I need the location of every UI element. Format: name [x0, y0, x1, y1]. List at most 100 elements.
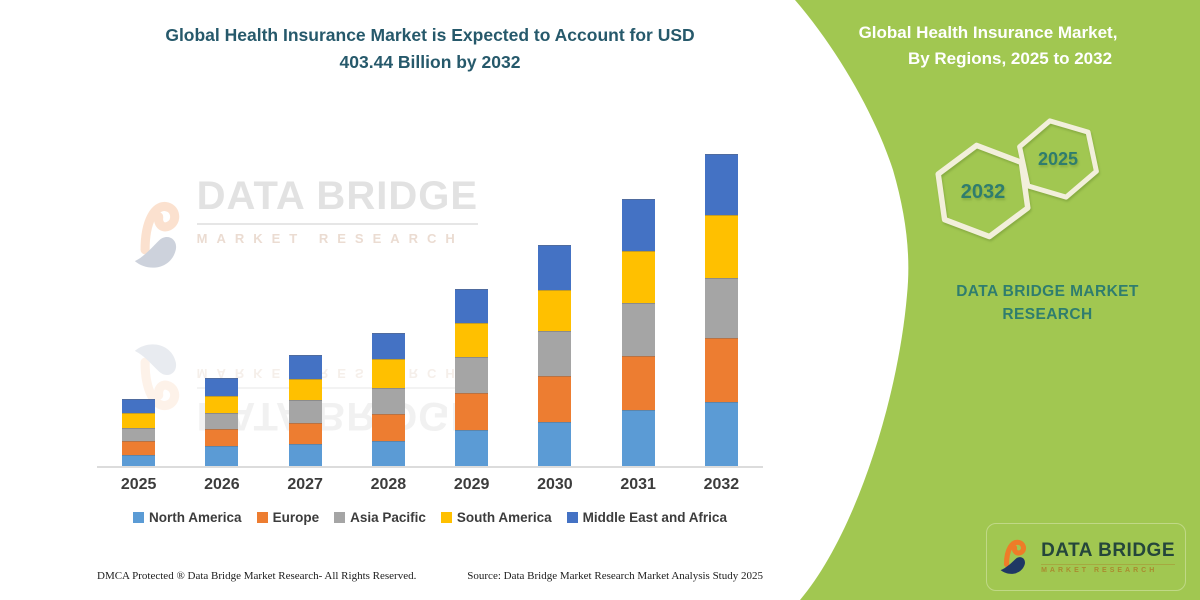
hexagon-2025 [1017, 118, 1099, 200]
legend-swatch [566, 512, 578, 523]
bar-segment-2029-south-america[interactable] [455, 322, 489, 357]
x-axis-label-2032: 2032 [703, 476, 740, 493]
bar-segment-2032-middle-east-and-africa[interactable] [704, 154, 738, 216]
bar-segment-2025-south-america[interactable] [122, 413, 156, 429]
bar-column-2028 [347, 150, 430, 466]
legend-item-middle-east-and-africa[interactable]: Middle East and Africa [566, 510, 727, 525]
bar-segment-2031-asia-pacific[interactable] [621, 302, 655, 357]
x-axis-labels: 2025 2026 2027 2028 2029 2030 2031 2032 [97, 476, 763, 494]
bar-segment-2030-north-america[interactable] [538, 421, 572, 466]
bar-segment-2028-north-america[interactable] [371, 441, 405, 466]
hexagon-2032-label: 2032 [961, 181, 1006, 203]
stacked-bar-2031[interactable] [621, 199, 655, 466]
data-bridge-logo-icon [1000, 539, 1027, 574]
bar-segment-2028-europe[interactable] [371, 414, 405, 442]
bar-segment-2030-middle-east-and-africa[interactable] [538, 244, 572, 291]
stacked-bar-2032[interactable] [704, 154, 738, 466]
bar-column-2026 [180, 150, 263, 466]
chart-title-line2: 403.44 Billion by 2032 [339, 52, 521, 73]
legend-label: Asia Pacific [350, 510, 426, 525]
bar-segment-2025-europe[interactable] [122, 440, 156, 456]
stacked-bar-2025[interactable] [122, 398, 156, 466]
bar-segment-2029-north-america[interactable] [455, 429, 489, 466]
legend-item-south-america[interactable]: South America [440, 510, 552, 525]
bar-segment-2026-middle-east-and-africa[interactable] [205, 377, 239, 396]
bar-segment-2028-asia-pacific[interactable] [371, 387, 405, 415]
bar-segment-2032-north-america[interactable] [704, 402, 738, 466]
bar-segment-2025-asia-pacific[interactable] [122, 428, 156, 441]
bar-segment-2032-europe[interactable] [704, 338, 738, 403]
legend: North America Europe Asia Pacific South Ame… [60, 510, 800, 525]
stacked-bar-2030[interactable] [538, 244, 572, 466]
bar-segment-2028-south-america[interactable] [371, 359, 405, 388]
bar-segment-2030-south-america[interactable] [538, 290, 572, 332]
x-axis-label-2029: 2029 [453, 476, 490, 493]
legend-label: South America [456, 510, 552, 525]
bar-segment-2027-europe[interactable] [288, 422, 322, 445]
bar-segment-2027-north-america[interactable] [288, 444, 322, 466]
bar-segment-2026-europe[interactable] [205, 428, 239, 446]
x-axis-label-2025: 2025 [120, 476, 157, 493]
bar-segment-2030-europe[interactable] [538, 376, 572, 422]
legend-swatch [440, 512, 452, 523]
x-axis-label-2030: 2030 [537, 476, 573, 493]
bar-segment-2026-south-america[interactable] [205, 395, 239, 413]
bar-segment-2029-europe[interactable] [455, 393, 489, 430]
panel-title: Global Health Insurance Market, By Regio… [818, 20, 1158, 73]
panel-title-line2: By Regions, 2025 to 2032 [907, 49, 1113, 69]
panel-brand-line2: RESEARCH [1002, 306, 1093, 324]
legend-label: Middle East and Africa [582, 510, 727, 525]
logo-brand-sub: MARKET RESEARCH [1041, 564, 1175, 574]
bar-segment-2029-asia-pacific[interactable] [455, 356, 489, 394]
stacked-bar-2026[interactable] [205, 377, 239, 466]
bar-segment-2031-europe[interactable] [621, 356, 655, 411]
bar-segment-2032-asia-pacific[interactable] [704, 278, 738, 339]
bar-segment-2031-south-america[interactable] [621, 251, 655, 303]
logo-brand-name: DATA BRIDGE [1041, 540, 1175, 561]
stacked-bar-2029[interactable] [455, 288, 489, 466]
data-bridge-logo-box: DATA BRIDGE MARKET RESEARCH [986, 523, 1186, 591]
panel-brand-text: DATA BRIDGE MARKET RESEARCH [920, 280, 1175, 327]
panel-brand-line1: DATA BRIDGE MARKET [956, 283, 1139, 300]
bar-segment-2028-middle-east-and-africa[interactable] [371, 333, 405, 360]
bar-column-2032 [680, 150, 763, 466]
bar-segment-2029-middle-east-and-africa[interactable] [455, 288, 489, 323]
bar-segment-2027-south-america[interactable] [288, 378, 322, 400]
bar-segment-2027-middle-east-and-africa[interactable] [288, 355, 322, 379]
legend-swatch [256, 512, 268, 523]
x-axis-label-2028: 2028 [370, 476, 407, 493]
chart-title: Global Health Insurance Market is Expect… [100, 22, 760, 76]
plot-area [97, 150, 763, 468]
legend-item-asia-pacific[interactable]: Asia Pacific [334, 510, 426, 525]
legend-item-europe[interactable]: Europe [256, 510, 319, 525]
x-axis-label-2031: 2031 [620, 476, 656, 493]
legend-item-north-america[interactable]: North America [133, 510, 242, 525]
bar-segment-2026-north-america[interactable] [205, 445, 239, 466]
footer-dmca-text: DMCA Protected ® Data Bridge Market Rese… [97, 570, 417, 582]
bar-segment-2032-south-america[interactable] [704, 215, 738, 279]
hexagon-2025-label: 2025 [1038, 149, 1078, 169]
bar-column-2025 [97, 150, 180, 466]
x-axis-label-2026: 2026 [204, 476, 240, 493]
chart-title-line1: Global Health Insurance Market is Expect… [165, 25, 695, 45]
legend-label: North America [149, 510, 242, 525]
bar-segment-2025-north-america[interactable] [122, 455, 156, 466]
panel-title-line1: Global Health Insurance Market, [858, 23, 1118, 42]
bar-segment-2031-middle-east-and-africa[interactable] [621, 199, 655, 252]
legend-swatch [133, 512, 145, 523]
bar-segment-2031-north-america[interactable] [621, 410, 655, 466]
bar-column-2027 [264, 150, 347, 466]
footer-source-text: Source: Data Bridge Market Research Mark… [467, 570, 763, 582]
forecast-hexagons: 2032 2025 [935, 118, 1099, 240]
bar-segment-2025-middle-east-and-africa[interactable] [122, 398, 156, 414]
stacked-bar-2028[interactable] [371, 333, 405, 466]
bar-segment-2027-asia-pacific[interactable] [288, 399, 322, 423]
legend-swatch [334, 512, 346, 523]
bar-column-2029 [430, 150, 513, 466]
bar-segment-2026-asia-pacific[interactable] [205, 412, 239, 429]
bar-column-2031 [597, 150, 680, 466]
stacked-bar-2027[interactable] [288, 355, 322, 466]
bar-segment-2030-asia-pacific[interactable] [538, 331, 572, 377]
